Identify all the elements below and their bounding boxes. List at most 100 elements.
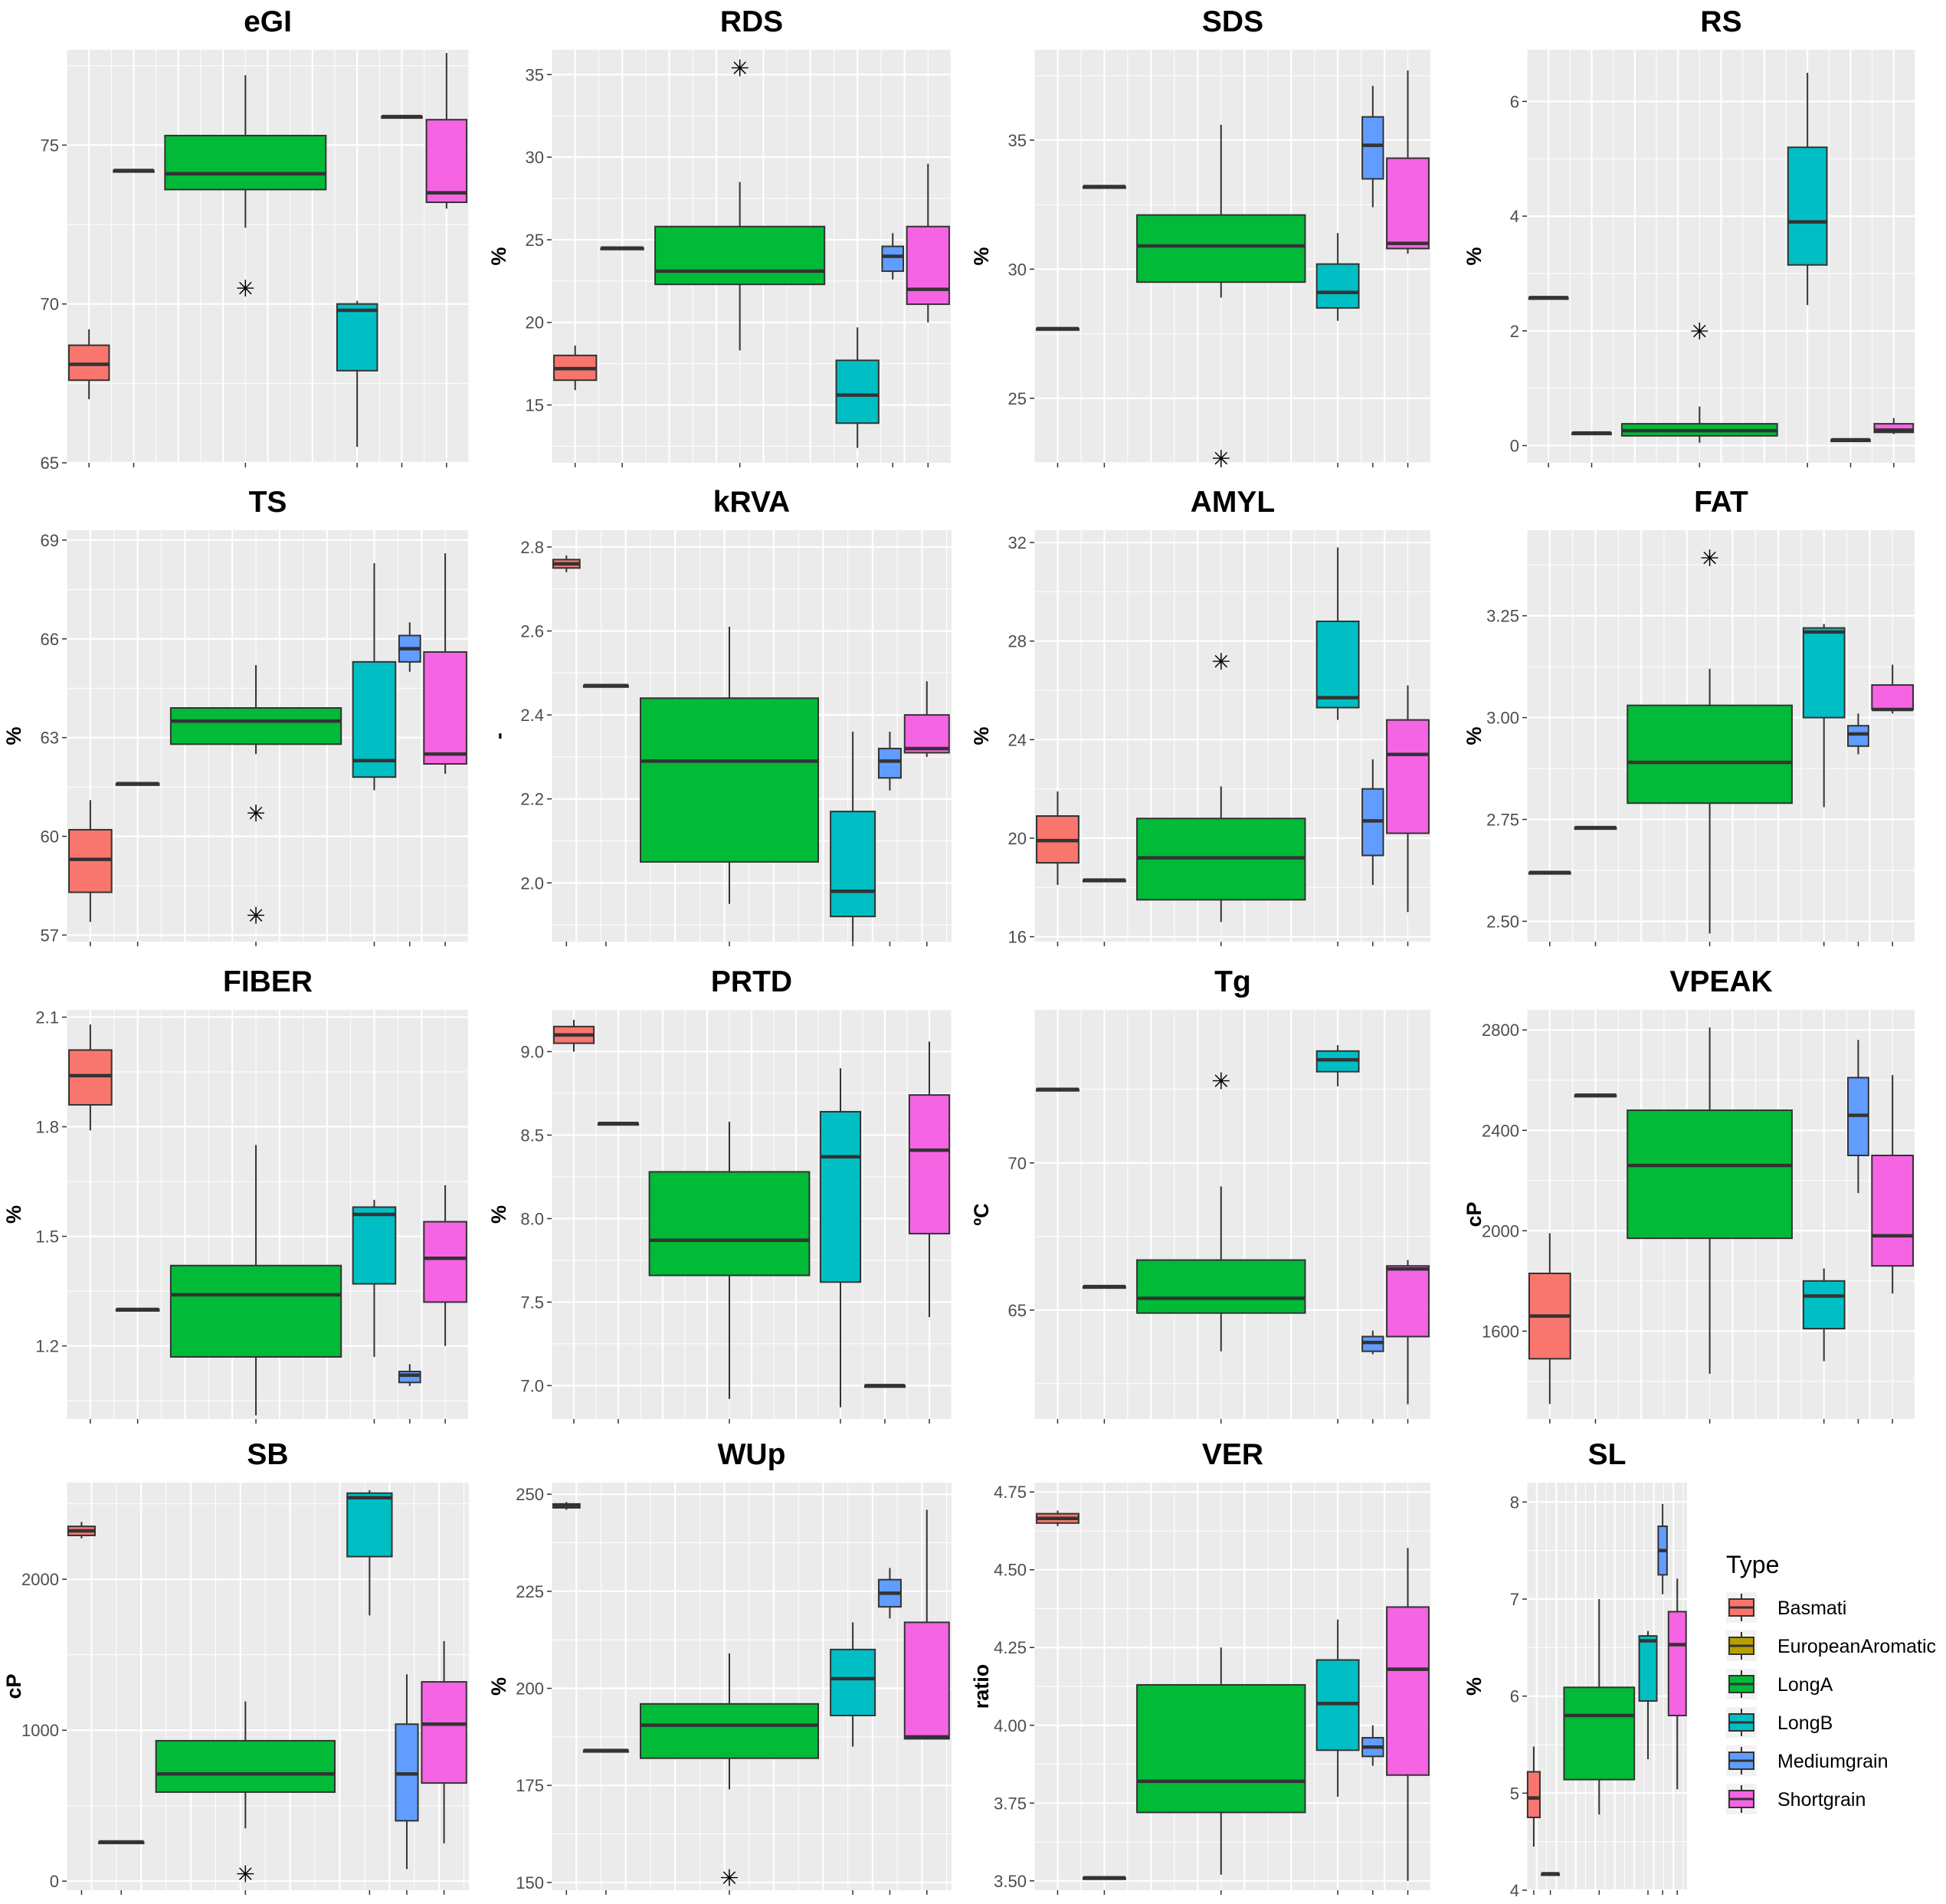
box-iqr bbox=[1386, 719, 1430, 834]
box-iqr bbox=[640, 1702, 819, 1759]
y-tick-label: 32 bbox=[1008, 533, 1027, 552]
y-tick-label: 150 bbox=[516, 1873, 544, 1893]
box-iqr bbox=[835, 359, 880, 424]
box-iqr bbox=[830, 1648, 876, 1717]
box-longa: ✳ bbox=[654, 55, 826, 351]
box-longb bbox=[352, 1199, 397, 1357]
box-europeanaromatic bbox=[115, 1307, 160, 1312]
y-tick-label: 69 bbox=[41, 531, 59, 550]
box-longa: ✳ bbox=[155, 1701, 336, 1888]
box-iqr bbox=[423, 651, 467, 765]
box-shortgrain bbox=[1386, 1260, 1430, 1404]
y-tick-label: 20 bbox=[1008, 829, 1027, 848]
box-longa: ✳ bbox=[1136, 649, 1306, 923]
box-mediumgrain bbox=[1847, 713, 1869, 755]
box-iqr bbox=[1136, 214, 1306, 283]
box-iqr bbox=[169, 706, 342, 746]
box-mediumgrain bbox=[1361, 86, 1384, 208]
legend-label: Basmati bbox=[1777, 1598, 1846, 1619]
box-iqr bbox=[398, 1371, 421, 1384]
box-basmati bbox=[552, 1020, 595, 1052]
y-tick-label: 2.0 bbox=[520, 873, 544, 893]
panel-background bbox=[1034, 1010, 1431, 1419]
box-iqr bbox=[654, 225, 826, 286]
box-shortgrain bbox=[1386, 70, 1430, 254]
box-basmati bbox=[1528, 870, 1571, 875]
legend-item-mediumgrain: Mediumgrain bbox=[1726, 1745, 1889, 1776]
box-shortgrain bbox=[908, 1041, 951, 1318]
y-tick-label: 65 bbox=[1008, 1301, 1027, 1320]
y-tick-label: 6 bbox=[1510, 92, 1519, 111]
panel-prtd: 7.0 7.5 8.0 8.5 9.0 PRTD% bbox=[487, 965, 952, 1424]
box-longb bbox=[336, 300, 378, 447]
box-mediumgrain bbox=[1847, 1040, 1869, 1194]
box-basmati bbox=[1036, 791, 1079, 886]
box-longa: ✳ bbox=[164, 75, 327, 303]
box-iqr bbox=[877, 747, 902, 779]
box-longa: ✳ bbox=[1136, 1068, 1306, 1352]
y-tick-label: 24 bbox=[1008, 730, 1027, 749]
box-longa bbox=[169, 1145, 342, 1416]
y-tick-label: 2400 bbox=[1482, 1121, 1519, 1140]
box-longa bbox=[1136, 1647, 1306, 1875]
box-iqr bbox=[1136, 1259, 1306, 1314]
box-iqr bbox=[169, 1264, 342, 1358]
box-mediumgrain bbox=[398, 1364, 421, 1387]
box-europeanaromatic bbox=[1082, 1876, 1126, 1880]
box-iqr bbox=[1526, 1771, 1541, 1818]
box-longa bbox=[648, 1122, 811, 1399]
box-iqr bbox=[1361, 116, 1384, 180]
y-axis-label: - bbox=[487, 732, 510, 739]
box-europeanaromatic bbox=[1541, 1872, 1561, 1876]
box-shortgrain bbox=[1871, 664, 1915, 714]
panel-title: VPEAK bbox=[1669, 965, 1772, 998]
panel-title: RS bbox=[1700, 5, 1741, 38]
y-tick-label: 3.75 bbox=[994, 1794, 1027, 1813]
box-basmati bbox=[1036, 1087, 1079, 1092]
box-longb bbox=[1315, 547, 1360, 720]
box-longa: ✳ bbox=[1620, 319, 1778, 443]
y-axis-label: % bbox=[1463, 1677, 1486, 1696]
box-basmati bbox=[67, 1522, 96, 1539]
outlier-mark: ✳ bbox=[1690, 319, 1709, 346]
box-europeanaromatic bbox=[98, 1840, 145, 1844]
box-mediumgrain bbox=[881, 233, 905, 280]
panel-title: SL bbox=[1588, 1438, 1627, 1471]
box-iqr bbox=[1638, 1635, 1658, 1702]
box-mediumgrain bbox=[863, 1384, 906, 1388]
y-tick-label: 60 bbox=[41, 827, 59, 847]
box-iqr bbox=[1847, 725, 1869, 747]
box-mediumgrain bbox=[1361, 1330, 1384, 1355]
grid-lines bbox=[1034, 1483, 1433, 1890]
box-longb bbox=[819, 1068, 862, 1408]
grid-lines bbox=[1034, 50, 1433, 464]
y-tick-label: 16 bbox=[1008, 928, 1027, 947]
panel-title: SB bbox=[247, 1438, 288, 1471]
box-longb bbox=[1315, 1045, 1360, 1086]
box-europeanaromatic bbox=[597, 1121, 640, 1126]
outlier-mark: ✳ bbox=[1211, 446, 1230, 473]
box-iqr bbox=[819, 1110, 862, 1283]
panel-rds: 15 20 25 30 35 RDS% ✳ bbox=[487, 5, 953, 467]
y-tick-label: 2.1 bbox=[35, 1008, 59, 1027]
box-basmati bbox=[1526, 1746, 1541, 1847]
y-tick-label: 0 bbox=[50, 1872, 59, 1891]
y-tick-label: 3.00 bbox=[1486, 709, 1519, 728]
box-shortgrain bbox=[423, 553, 467, 774]
outlier-mark: ✳ bbox=[1211, 1068, 1230, 1095]
y-axis-label: % bbox=[1463, 247, 1486, 265]
box-iqr bbox=[830, 811, 876, 918]
grid-lines bbox=[1034, 1010, 1433, 1419]
box-iqr bbox=[1136, 1683, 1306, 1814]
y-tick-label: 6 bbox=[1510, 1687, 1519, 1706]
panel-title: RDS bbox=[720, 5, 783, 38]
box-europeanaromatic bbox=[115, 782, 160, 786]
legend-label: Mediumgrain bbox=[1777, 1751, 1889, 1772]
outlier-mark: ✳ bbox=[730, 55, 749, 82]
y-tick-label: 25 bbox=[1008, 389, 1027, 408]
outlier-mark: ✳ bbox=[246, 801, 265, 827]
panel-amyl: 16 20 24 28 32 AMYL% ✳ bbox=[970, 486, 1433, 947]
legend-title: Type bbox=[1726, 1551, 1779, 1578]
box-iqr bbox=[1627, 704, 1793, 805]
y-tick-label: 2.2 bbox=[520, 790, 544, 809]
